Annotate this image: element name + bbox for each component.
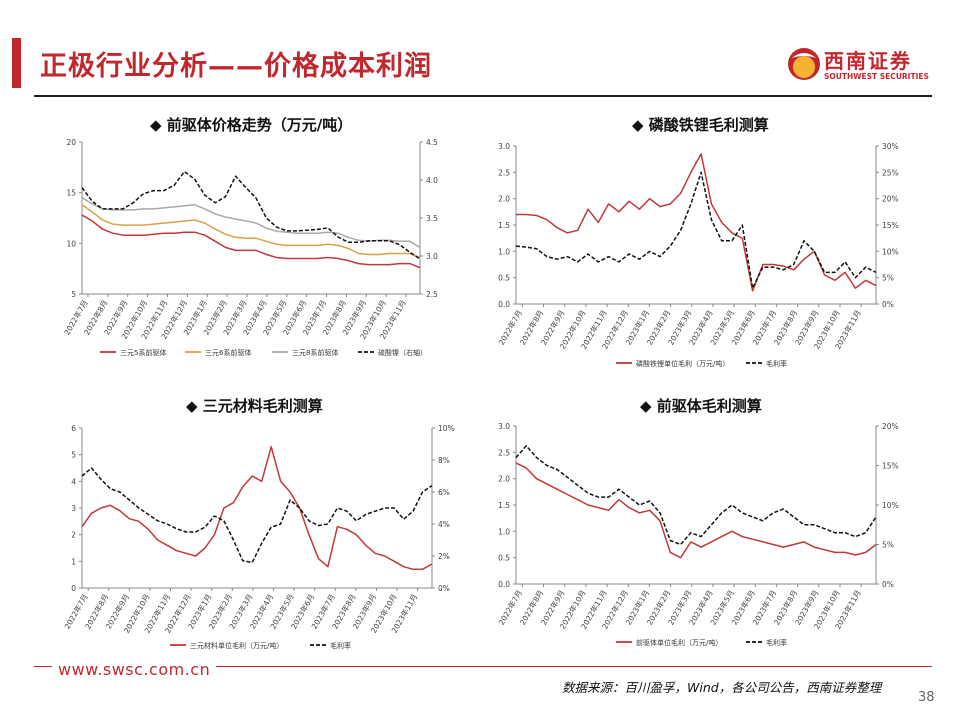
y-tick-label-left: 2.0 bbox=[498, 195, 510, 204]
y-tick-label-right: 25% bbox=[882, 168, 899, 177]
y-tick-label-left: 2 bbox=[71, 531, 76, 540]
series-line-3 bbox=[81, 197, 421, 249]
y-tick-label-right: 8% bbox=[438, 456, 450, 465]
y-tick-label-left: 6 bbox=[71, 424, 76, 433]
y-tick-label-right: 10% bbox=[438, 424, 455, 433]
y-tick-label-right: 20% bbox=[882, 195, 899, 204]
series-line-1 bbox=[81, 445, 433, 571]
series-line-1 bbox=[516, 153, 877, 292]
y-tick-label-right: 4.0 bbox=[426, 176, 438, 185]
legend-label-2: 毛利率 bbox=[330, 641, 351, 650]
data-source-note: 数据来源：百川盈孚，Wind，各公司公告，西南证券整理 bbox=[562, 680, 882, 695]
title-accent-bar bbox=[12, 38, 21, 88]
y-tick-label-right: 6% bbox=[438, 488, 450, 497]
y-tick-label-left: 1.0 bbox=[498, 247, 510, 256]
page-title: 正极行业分析——价格成本利润 bbox=[40, 51, 432, 82]
y-tick-label-left: 0.5 bbox=[498, 554, 510, 563]
y-tick-label-left: 4 bbox=[71, 477, 76, 486]
y-tick-label-right: 15% bbox=[882, 221, 899, 230]
y-tick-label-left: 1.0 bbox=[498, 527, 510, 536]
y-tick-label-right: 3.5 bbox=[426, 214, 438, 223]
y-tick-label-left: 1.5 bbox=[498, 221, 510, 230]
y-tick-label-right: 4.5 bbox=[426, 138, 438, 147]
y-tick-label-right: 4% bbox=[438, 520, 450, 529]
y-tick-label-left: 3.0 bbox=[498, 142, 510, 151]
series-line-4 bbox=[81, 170, 421, 260]
y-tick-label-right: 15% bbox=[882, 462, 899, 471]
series-line-1 bbox=[81, 214, 421, 269]
website-link[interactable]: www.swsc.com.cn bbox=[52, 660, 217, 679]
precursor-price-chart: 51015202.53.03.54.04.52022年7月2022年8月2022… bbox=[62, 138, 439, 357]
y-tick-label-left: 0.0 bbox=[498, 300, 510, 309]
legend-label-2: 三元6系前驱体 bbox=[205, 348, 251, 357]
legend-label-2: 毛利率 bbox=[766, 359, 787, 368]
brand-logo: 西南证券 SOUTHWEST SECURITIES bbox=[786, 44, 936, 88]
y-tick-label-left: 3 bbox=[71, 504, 76, 513]
header-divider bbox=[34, 95, 932, 97]
y-tick-label-right: 5% bbox=[882, 274, 894, 283]
y-tick-label-left: 2.0 bbox=[498, 475, 510, 484]
y-tick-label-left: 1 bbox=[71, 557, 76, 566]
y-tick-label-right: 0% bbox=[882, 580, 894, 589]
y-tick-label-left: 20 bbox=[66, 138, 76, 147]
lfp-margin-chart: 0.0 0.5 1.0 1.5 2.0 2.5 3.0 0% 5% 10% 15% 20% 25% 30%… bbox=[496, 142, 899, 368]
y-tick-label-right: 0% bbox=[882, 300, 894, 309]
y-tick-label-left: 15 bbox=[66, 189, 76, 198]
y-tick-label-right: 2% bbox=[438, 552, 450, 561]
legend-label-3: 三元8系前驱体 bbox=[292, 348, 338, 357]
chart-1-title: ◆ 前驱体价格走势（万元/吨） bbox=[150, 116, 353, 134]
series-line-2 bbox=[81, 467, 433, 564]
y-tick-label-left: 2.5 bbox=[498, 168, 510, 177]
y-tick-label-left: 0 bbox=[71, 584, 76, 593]
y-tick-label-right: 0% bbox=[438, 584, 450, 593]
y-tick-label-left: 2.5 bbox=[498, 448, 510, 457]
legend-label-2: 毛利率 bbox=[766, 638, 787, 647]
series-line-2 bbox=[515, 171, 877, 289]
y-tick-label-left: 5 bbox=[71, 451, 76, 460]
y-tick-label-left: 1.5 bbox=[498, 501, 510, 510]
legend-label-1: 三元材料单位毛利（万元/吨） bbox=[190, 641, 283, 650]
chart-4-title: ◆ 前驱体毛利测算 bbox=[640, 397, 762, 415]
precursor-margin-chart: 0.00.51.01.52.02.53.00%5%10%15%20%2022年7… bbox=[496, 422, 899, 647]
legend-label-1: 磷酸铁锂单位毛利（万元/吨） bbox=[636, 359, 729, 368]
y-tick-label-right: 30% bbox=[882, 142, 899, 151]
y-tick-label-right: 20% bbox=[882, 422, 899, 431]
footer-divider bbox=[34, 666, 932, 667]
y-tick-label-right: 5% bbox=[882, 541, 894, 550]
y-tick-label-right: 2.5 bbox=[426, 290, 438, 299]
legend-label-4: 硫酸镍（右轴） bbox=[378, 348, 427, 357]
y-tick-label-left: 10 bbox=[66, 239, 76, 248]
legend-label-1: 前驱体单位毛利（万元/吨） bbox=[636, 638, 722, 647]
logo-emblem-icon bbox=[788, 48, 820, 80]
series-line-1 bbox=[515, 462, 877, 559]
logo-chinese-text: 西南证券 bbox=[824, 49, 912, 73]
chart-3-title: ◆ 三元材料毛利测算 bbox=[186, 397, 323, 415]
ternary-margin-chart: 01234560%2%4%6%8%10%2022年7月2022年8月2022年9… bbox=[62, 424, 455, 650]
logo-english-text: SOUTHWEST SECURITIES bbox=[824, 72, 929, 81]
series-line-2 bbox=[81, 204, 421, 259]
y-tick-label-right: 3.0 bbox=[426, 252, 438, 261]
y-tick-label-left: 3.0 bbox=[498, 422, 510, 431]
y-tick-label-right: 10% bbox=[882, 247, 899, 256]
chart-2-title: ◆ 磷酸铁锂毛利测算 bbox=[632, 116, 769, 134]
series-line-2 bbox=[515, 445, 877, 546]
y-tick-label-right: 10% bbox=[882, 501, 899, 510]
legend-label-1: 三元5系前驱体 bbox=[120, 348, 166, 357]
page-number: 38 bbox=[918, 690, 935, 705]
y-tick-label-left: 5 bbox=[71, 290, 76, 299]
y-tick-label-left: 0.5 bbox=[498, 274, 510, 283]
y-tick-label-left: 0.0 bbox=[498, 580, 510, 589]
